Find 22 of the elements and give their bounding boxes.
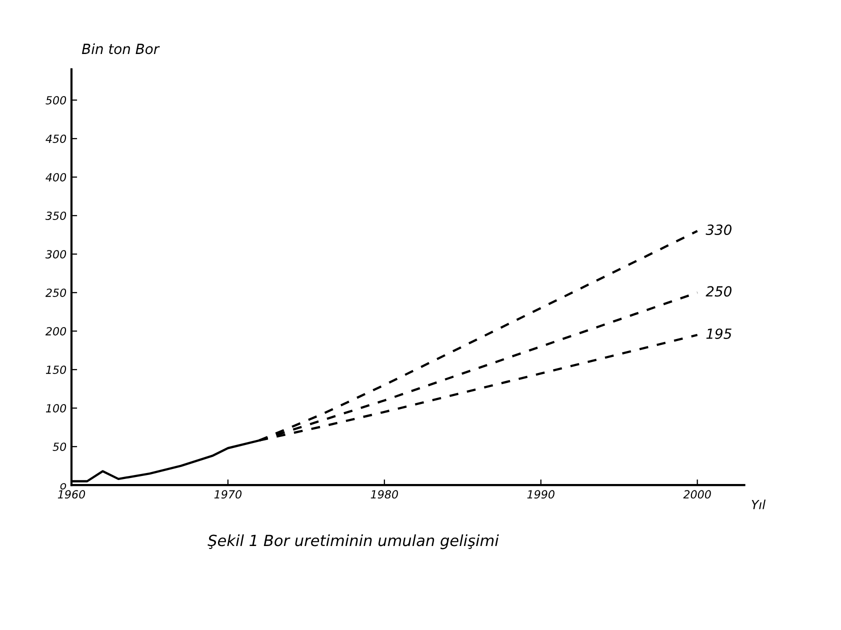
y-tick-label: 50 [52,442,66,451]
x-tick-label: 1960 [58,490,86,499]
y-axis-title: Bin ton Bor [82,43,160,54]
x-tick-label: 1970 [214,490,242,499]
y-tick-label: 100 [46,404,66,412]
data-label: 330 [706,224,732,236]
y-tick-label: 500 [46,96,66,104]
data-label: 195 [706,328,732,339]
y-tick-label: 150 [46,366,66,374]
y-tick-label: o [60,483,66,490]
y-tick-label: 350 [45,212,66,220]
x-tick-label: 1980 [370,490,398,499]
y-tick-label: 300 [45,250,66,258]
x-axis-title: Yıl [752,500,766,510]
x-tick-label: 1990 [527,490,554,499]
y-tick-label: 400 [46,173,66,182]
x-tick-label: 2000 [683,490,711,499]
data-label: 250 [706,286,732,297]
text: Şekil 1 Bor uretiminin umulan gelişimi [208,534,499,550]
y-tick-label: 200 [45,327,66,336]
y-tick-label: 250 [45,288,66,297]
y-tick-label: 450 [46,134,66,143]
